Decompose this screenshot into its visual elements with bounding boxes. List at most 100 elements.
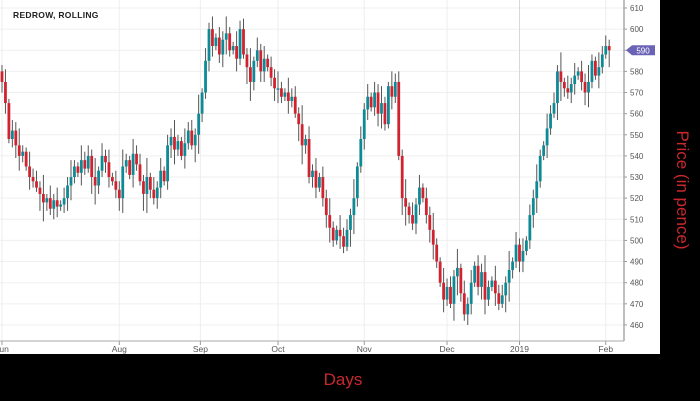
candle-body: [324, 198, 328, 216]
candle: [421, 183, 425, 203]
candle: [21, 145, 25, 163]
candle-body: [418, 187, 421, 205]
candle-body: [531, 198, 535, 216]
x-tick-label: Oct: [271, 344, 285, 354]
candle: [583, 73, 587, 106]
candle: [35, 170, 38, 192]
candle: [442, 267, 445, 313]
candle: [493, 265, 497, 306]
y-tick-label: 480: [630, 279, 644, 288]
candle: [107, 149, 111, 188]
candle-body: [169, 136, 173, 146]
candle-body: [580, 71, 583, 82]
candle-body: [145, 177, 149, 194]
candle: [345, 219, 349, 251]
candle-body: [483, 272, 487, 300]
candle: [28, 151, 31, 190]
candle-body: [211, 29, 214, 47]
candle-body: [97, 170, 100, 186]
candle: [24, 147, 28, 171]
candle-body: [487, 286, 490, 300]
candle-body: [452, 276, 456, 304]
candle: [190, 119, 194, 150]
candle: [521, 238, 525, 273]
candle: [566, 75, 570, 99]
candle: [148, 172, 152, 199]
candle: [366, 84, 370, 120]
candle-body: [352, 198, 356, 216]
candle: [152, 177, 156, 205]
y-tick-label: 500: [630, 236, 644, 245]
candle: [559, 52, 563, 101]
candle: [124, 153, 128, 173]
candle-body: [138, 164, 142, 182]
candle: [31, 168, 35, 188]
candle-body: [297, 113, 301, 125]
candle-body: [583, 81, 587, 93]
candle: [587, 65, 590, 108]
candle: [597, 52, 601, 89]
candle-body: [318, 177, 321, 188]
candle-body: [331, 227, 335, 241]
candle: [59, 200, 63, 211]
candle-body: [276, 88, 280, 90]
y-tick-label: 490: [630, 258, 644, 267]
candle-body: [52, 200, 56, 209]
y-tick-label: 540: [630, 152, 644, 161]
candle-body: [204, 60, 207, 93]
candle-body: [607, 46, 611, 51]
candle-body: [400, 155, 404, 199]
y-tick-label: 460: [630, 321, 644, 330]
candle: [180, 136, 183, 161]
candle-body: [355, 166, 359, 199]
candle-body: [390, 86, 394, 97]
candle: [300, 105, 304, 165]
candle: [142, 174, 145, 211]
candle-body: [183, 143, 187, 156]
x-tick-label: Aug: [112, 344, 127, 354]
candle: [538, 149, 542, 188]
candle: [204, 48, 207, 99]
candle: [497, 284, 501, 311]
candle: [376, 84, 380, 127]
candle: [318, 172, 321, 192]
candle-body: [10, 130, 14, 140]
y-tick-label: 560: [630, 110, 644, 119]
chart-title: REDROW, ROLLING: [13, 10, 99, 20]
candle: [380, 86, 383, 129]
candle: [383, 96, 387, 131]
candle-body: [535, 181, 539, 199]
candle-body: [435, 244, 439, 262]
candle-body: [549, 113, 552, 129]
candle: [390, 71, 394, 110]
candle-body: [152, 189, 156, 199]
candle: [435, 238, 439, 268]
candle: [52, 193, 56, 220]
candle: [166, 134, 169, 190]
candle-body: [466, 303, 470, 315]
candle-body: [335, 229, 339, 241]
candle: [556, 65, 559, 120]
candle: [569, 77, 573, 104]
candle: [459, 263, 463, 302]
y-tick-label: 470: [630, 300, 644, 309]
candle: [135, 145, 138, 171]
candle: [83, 151, 87, 175]
candle-body: [569, 84, 573, 93]
candle: [14, 122, 18, 159]
candle: [280, 81, 283, 104]
candle-body: [28, 166, 31, 178]
candle-body: [383, 103, 387, 125]
candle: [490, 276, 494, 292]
candle-body: [66, 185, 69, 199]
candle: [245, 48, 249, 85]
candle-body: [404, 198, 408, 207]
candle-body: [128, 160, 132, 175]
candle: [545, 113, 549, 159]
candle-body: [111, 177, 114, 182]
candle: [407, 202, 411, 224]
candle-body: [186, 130, 190, 144]
candle: [373, 81, 376, 116]
candle-body: [387, 86, 390, 125]
candle: [328, 198, 332, 243]
